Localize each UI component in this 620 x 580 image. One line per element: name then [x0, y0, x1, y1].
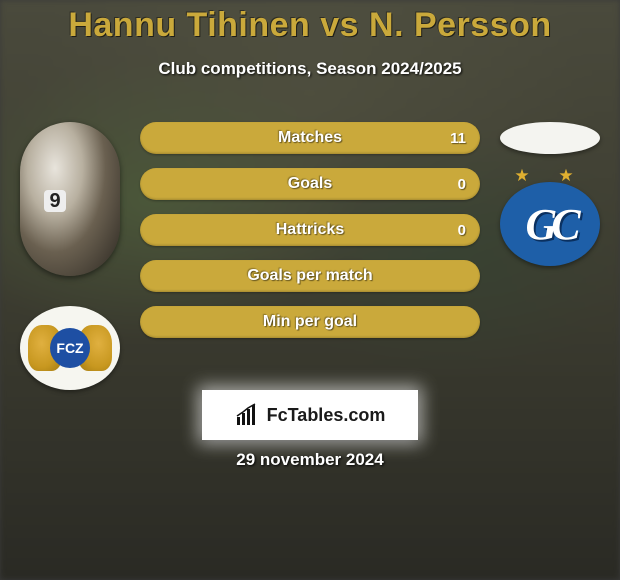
stat-right-value: 11: [450, 130, 466, 147]
brand-link[interactable]: FcTables.com: [202, 390, 418, 440]
stat-row-min-per-goal: Min per goal: [140, 306, 480, 338]
right-club-abbrev: GC: [525, 199, 574, 250]
left-player-column: FCZ: [10, 122, 130, 390]
star-icon: ★ ★: [514, 166, 585, 186]
bar-chart-icon: [235, 403, 259, 427]
season-subtitle: Club competitions, Season 2024/2025: [0, 59, 620, 79]
left-player-photo: [20, 122, 120, 276]
page-title: Hannu Tihinen vs N. Persson: [0, 0, 620, 45]
left-club-abbrev: FCZ: [50, 328, 90, 368]
stat-label: Goals per match: [247, 267, 372, 285]
stat-right-value: 0: [458, 176, 466, 193]
right-player-photo-placeholder: [500, 122, 600, 154]
right-club-logo: ★ ★ GC: [500, 182, 600, 266]
stat-label: Goals: [288, 175, 332, 193]
stats-list: Matches 11 Goals 0 Hattricks 0 Goals per…: [140, 122, 480, 338]
stat-row-goals: Goals 0: [140, 168, 480, 200]
stat-right-value: 0: [458, 222, 466, 239]
stat-row-matches: Matches 11: [140, 122, 480, 154]
stat-row-hattricks: Hattricks 0: [140, 214, 480, 246]
stat-label: Hattricks: [276, 221, 344, 239]
right-player-column: ★ ★ GC: [490, 122, 610, 266]
stat-row-goals-per-match: Goals per match: [140, 260, 480, 292]
stat-label: Matches: [278, 129, 342, 147]
brand-text: FcTables.com: [267, 405, 386, 426]
comparison-date: 29 november 2024: [0, 450, 620, 470]
left-club-logo: FCZ: [20, 306, 120, 390]
stat-label: Min per goal: [263, 313, 357, 331]
